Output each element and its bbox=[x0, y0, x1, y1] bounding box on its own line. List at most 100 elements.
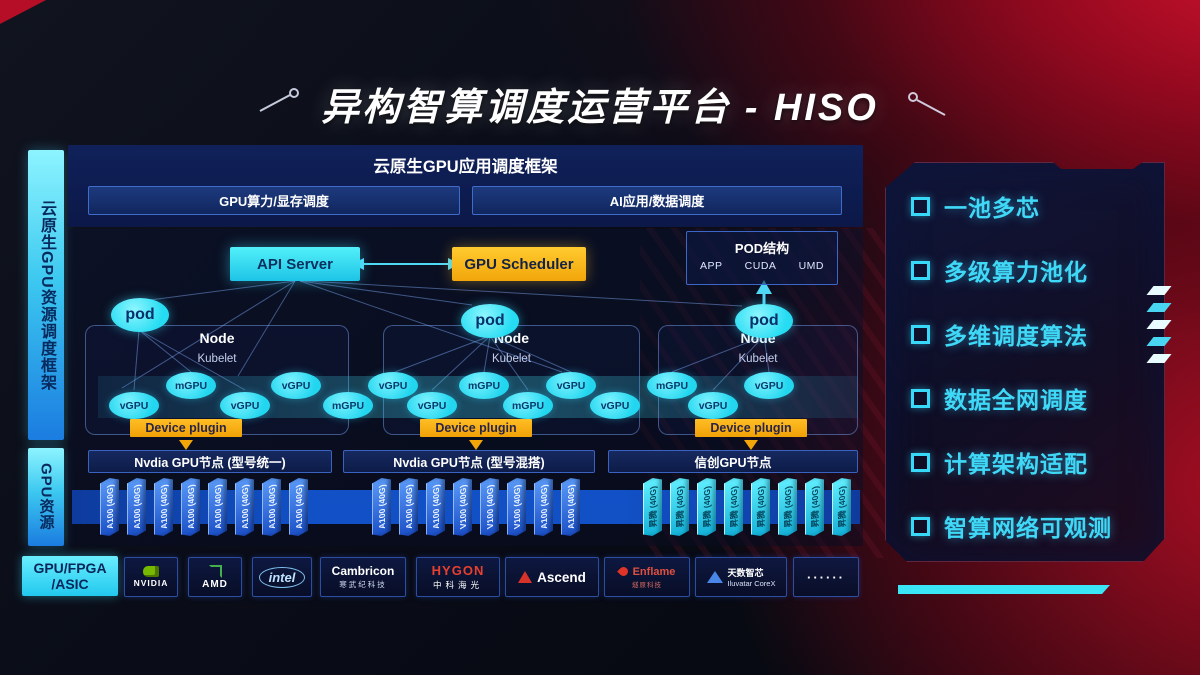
gpu-card-label: 昇腾 (40G) bbox=[728, 485, 739, 529]
kubelet-label: Kubelet bbox=[197, 353, 237, 365]
vendor-name: Ascend bbox=[537, 569, 586, 585]
vendor-subtitle: 燧原科技 bbox=[632, 581, 662, 589]
circuit-node-icon bbox=[908, 92, 946, 116]
gpu-card-label: A100 (40G) bbox=[376, 483, 387, 531]
circuit-node-icon bbox=[259, 88, 299, 112]
vgpu-ellipse: vGPU bbox=[271, 372, 321, 399]
vendor-tile-enflame: Enflame 燧原科技 bbox=[604, 557, 690, 597]
gpu-card: 昇腾 (40G) bbox=[832, 476, 851, 538]
gpu-card: 昇腾 (40G) bbox=[724, 476, 743, 538]
gpu-card: A100 (40G) bbox=[399, 476, 418, 538]
gpu-card: 昇腾 (40G) bbox=[805, 476, 824, 538]
gpu-card: 昇腾 (40G) bbox=[697, 476, 716, 538]
pod-structure-box: POD结构 APP CUDA UMD bbox=[686, 231, 838, 285]
gpu-card-stack-2: A100 (40G) A100 (40G) A100 (40G) V100 (4… bbox=[372, 478, 580, 536]
gpu-card-label: A100 (40G) bbox=[104, 483, 115, 531]
gpu-card-label: A100 (40G) bbox=[565, 483, 576, 531]
vgpu-ellipse: vGPU bbox=[368, 372, 418, 399]
square-outline-bullet bbox=[911, 516, 930, 536]
vgpu-ellipse: vGPU bbox=[688, 392, 738, 419]
gpu-card-label: V100 (40G) bbox=[511, 483, 522, 531]
gpu-card-label: A100 (40G) bbox=[293, 483, 304, 531]
gpu-card-label: 昇腾 (40G) bbox=[647, 485, 658, 529]
feature-label: 多维调度算法 bbox=[944, 323, 1088, 349]
pod-ellipse: pod bbox=[111, 298, 169, 332]
gpu-card-label: 昇腾 (40G) bbox=[674, 485, 685, 529]
device-plugin-box: Device plugin bbox=[695, 419, 807, 437]
gpu-card-label: V100 (40G) bbox=[484, 483, 495, 531]
gpu-card: A100 (40G) bbox=[127, 476, 146, 538]
gpu-card-label: V100 (40G) bbox=[457, 483, 468, 531]
feature-label: 数据全网调度 bbox=[944, 387, 1088, 413]
device-plugin-box: Device plugin bbox=[130, 419, 242, 437]
feature-list: 一池多芯 多级算力池化 多维调度算法 数据全网调度 计算架构适配 智算网络可观测 bbox=[911, 188, 1112, 544]
gpu-card: A100 (40G) bbox=[372, 476, 391, 538]
vendor-subtitle: 中科海光 bbox=[432, 580, 483, 590]
gpu-group-header-1: Nvdia GPU节点 (型号统一) bbox=[88, 450, 332, 473]
feature-panel bbox=[885, 162, 1165, 562]
gpu-card: A100 (40G) bbox=[426, 476, 445, 538]
square-outline-bullet bbox=[911, 324, 930, 344]
pod-layer-cuda: CUDA bbox=[744, 260, 777, 272]
intel-oval-icon: intel bbox=[258, 566, 306, 588]
vendor-tile-amd: AMD bbox=[188, 557, 242, 597]
corner-red-accent bbox=[0, 0, 46, 24]
bar-gpu-compute-scheduling: GPU算力/显存调度 bbox=[88, 186, 460, 215]
vendor-name: AMD bbox=[202, 578, 228, 590]
square-outline-bullet bbox=[911, 260, 930, 280]
gpu-card-label: 昇腾 (40G) bbox=[755, 485, 766, 529]
pod-layer-umd: UMD bbox=[798, 260, 824, 272]
vgpu-ellipse: vGPU bbox=[220, 392, 270, 419]
vgpu-ellipse: vGPU bbox=[109, 392, 159, 419]
rail-gpu-resources: GPU资源 bbox=[28, 448, 64, 546]
vendor-tile-ascend: Ascend bbox=[505, 557, 599, 597]
hardware-type-line1: GPU/FPGA bbox=[33, 559, 107, 576]
vgpu-ellipse: vGPU bbox=[407, 392, 457, 419]
gpu-card: A100 (40G) bbox=[154, 476, 173, 538]
vendor-tile-intel: intel bbox=[252, 557, 312, 597]
gpu-card: A100 (40G) bbox=[181, 476, 200, 538]
pod-ellipse: pod bbox=[461, 304, 519, 338]
vendor-tile-nvidia: NVIDIA bbox=[124, 557, 178, 597]
vendor-name: Enflame bbox=[632, 565, 676, 578]
panel-bottom-accent bbox=[898, 585, 1110, 594]
gpu-card-label: A100 (40G) bbox=[403, 483, 414, 531]
iluvatar-triangle-icon bbox=[706, 571, 723, 583]
square-outline-bullet bbox=[911, 196, 930, 216]
vendor-tile-hygon: HYGON 中科海光 bbox=[416, 557, 500, 597]
down-arrow-icon bbox=[744, 440, 758, 450]
vendor-name: NVIDIA bbox=[133, 578, 169, 588]
feature-item: 数据全网调度 bbox=[911, 380, 1112, 416]
square-outline-bullet bbox=[911, 388, 930, 408]
vgpu-ellipse: vGPU bbox=[546, 372, 596, 399]
gpu-card: A100 (40G) bbox=[561, 476, 580, 538]
hardware-type-line2: /ASIC bbox=[51, 576, 89, 592]
gpu-card: A100 (40G) bbox=[100, 476, 119, 538]
gpu-card-label: A100 (40G) bbox=[185, 483, 196, 531]
pod-ellipse: pod bbox=[735, 304, 793, 338]
kubelet-label: Kubelet bbox=[738, 353, 778, 365]
gpu-card-label: A100 (40G) bbox=[158, 483, 169, 531]
gpu-card: A100 (40G) bbox=[262, 476, 281, 538]
gpu-card-stack-3: 昇腾 (40G) 昇腾 (40G) 昇腾 (40G) 昇腾 (40G) 昇腾 (… bbox=[643, 478, 851, 536]
vendor-tile-iluvatar: 天数智芯 Iluvatar CoreX bbox=[695, 557, 787, 597]
gpu-card: V100 (40G) bbox=[507, 476, 526, 538]
mgpu-ellipse: mGPU bbox=[503, 392, 553, 419]
gpu-group-header-2: Nvdia GPU节点 (型号混搭) bbox=[343, 450, 595, 473]
feature-label: 一池多芯 bbox=[944, 195, 1040, 221]
bar-ai-data-scheduling: AI应用/数据调度 bbox=[472, 186, 842, 215]
feature-item: 计算架构适配 bbox=[911, 444, 1112, 480]
gpu-card: A100 (40G) bbox=[235, 476, 254, 538]
mgpu-ellipse: mGPU bbox=[323, 392, 373, 419]
node-label: Node bbox=[199, 330, 235, 346]
gpu-scheduler-box: GPU Scheduler bbox=[452, 247, 586, 281]
vgpu-ellipse: vGPU bbox=[590, 392, 640, 419]
page-title: 异构智算调度运营平台 - HISO bbox=[321, 87, 879, 129]
amd-arrow-icon bbox=[208, 564, 222, 578]
ellipsis-label: ······ bbox=[807, 569, 845, 585]
gpu-card-label: A100 (40G) bbox=[538, 483, 549, 531]
gpu-card: 昇腾 (40G) bbox=[778, 476, 797, 538]
gpu-card-label: A100 (40G) bbox=[239, 483, 250, 531]
nvidia-eye-icon bbox=[143, 566, 159, 577]
gpu-card-label: A100 (40G) bbox=[430, 483, 441, 531]
